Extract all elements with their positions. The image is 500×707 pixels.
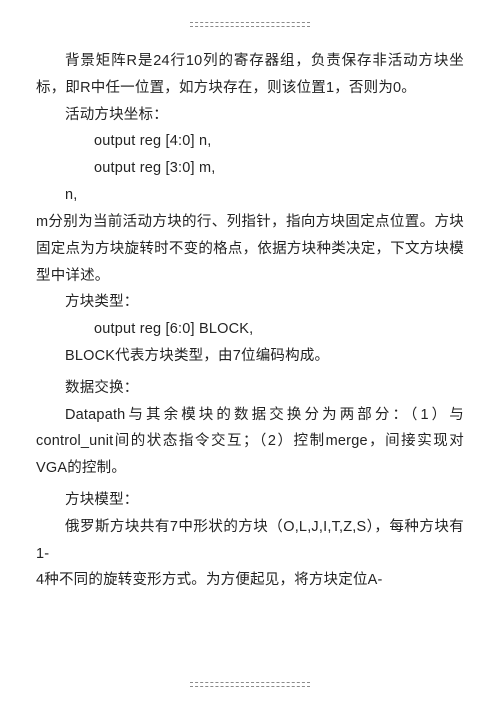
paragraph: m分别为当前活动方块的行、列指针，指向方块固定点位置。方块固定点为方块旋转时不变… xyxy=(36,209,464,289)
paragraph: Datapath与其余模块的数据交换分为两部分：（1）与control_unit… xyxy=(36,402,464,482)
paragraph: 活动方块坐标： xyxy=(36,102,464,129)
code-line: output reg [6:0] BLOCK, xyxy=(36,316,464,343)
document-body: 背景矩阵R是24行10列的寄存器组，负责保存非活动方块坐标，即R中任一位置，如方… xyxy=(36,30,464,594)
paragraph: 数据交换： xyxy=(36,375,464,402)
document-page: 背景矩阵R是24行10列的寄存器组，负责保存非活动方块坐标，即R中任一位置，如方… xyxy=(0,0,500,619)
paragraph: 方块类型： xyxy=(36,289,464,316)
bottom-divider xyxy=(0,679,500,687)
paragraph: 4种不同的旋转变形方式。为方便起见，将方块定位A- xyxy=(36,567,464,594)
paragraph: 俄罗斯方块共有7中形状的方块（O,L,J,I,T,Z,S），每种方块有1- xyxy=(36,514,464,568)
top-divider xyxy=(0,22,500,30)
paragraph: 方块模型： xyxy=(36,487,464,514)
paragraph: 背景矩阵R是24行10列的寄存器组，负责保存非活动方块坐标，即R中任一位置，如方… xyxy=(36,48,464,102)
paragraph: n, xyxy=(36,182,464,209)
paragraph: BLOCK代表方块类型，由7位编码构成。 xyxy=(36,343,464,370)
code-line: output reg [3:0] m, xyxy=(36,155,464,182)
code-line: output reg [4:0] n, xyxy=(36,128,464,155)
